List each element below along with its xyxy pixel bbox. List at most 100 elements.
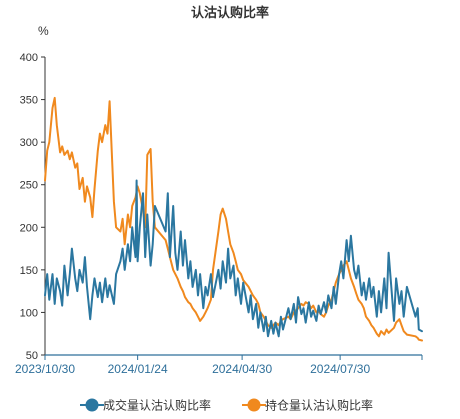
- data-point: [378, 290, 380, 292]
- data-point: [202, 316, 204, 318]
- data-point: [370, 296, 372, 298]
- legend[interactable]: 成交量认沽认购比率 持仓量认沽认购比率: [80, 398, 373, 413]
- data-point: [167, 248, 169, 250]
- data-point: [56, 277, 58, 279]
- data-point: [127, 243, 129, 245]
- data-point: [255, 299, 257, 301]
- data-point: [97, 150, 99, 152]
- data-point: [46, 150, 48, 152]
- data-point: [210, 299, 212, 301]
- data-point: [368, 277, 370, 279]
- series-line: [44, 96, 423, 342]
- data-point: [115, 226, 117, 228]
- data-point: [122, 218, 124, 220]
- data-point: [312, 310, 314, 312]
- data-point: [370, 324, 372, 326]
- data-point: [165, 230, 167, 233]
- data-point: [357, 299, 359, 301]
- data-point: [363, 307, 365, 309]
- data-point: [174, 252, 176, 254]
- data-point: [82, 177, 84, 179]
- data-point: [189, 260, 191, 262]
- data-point: [406, 334, 408, 336]
- y-tick-label: 150: [20, 265, 38, 277]
- data-point: [101, 301, 103, 303]
- data-point: [172, 205, 174, 207]
- data-point: [86, 286, 88, 288]
- data-point: [232, 265, 235, 267]
- data-point: [127, 213, 129, 216]
- data-point: [220, 213, 222, 216]
- data-point: [137, 260, 139, 262]
- data-point: [346, 260, 348, 262]
- data-point: [174, 273, 176, 275]
- data-point: [355, 293, 357, 295]
- legend-marker: [85, 398, 99, 412]
- data-point: [154, 205, 156, 207]
- data-point: [385, 307, 388, 309]
- y-axis-unit-label: %: [38, 24, 49, 38]
- data-point: [180, 230, 182, 233]
- data-point: [403, 330, 405, 332]
- data-point: [330, 307, 333, 309]
- data-point: [257, 303, 259, 305]
- series-layer: [44, 96, 423, 342]
- data-point: [302, 305, 305, 307]
- data-point: [250, 294, 252, 296]
- legend-item[interactable]: 持仓量认沽认购比率: [242, 398, 373, 413]
- data-point: [388, 252, 390, 254]
- data-point: [91, 216, 93, 218]
- data-point: [142, 192, 144, 194]
- data-point: [340, 260, 342, 262]
- data-point: [180, 286, 182, 288]
- data-point: [84, 256, 86, 258]
- data-point: [398, 318, 400, 320]
- data-point: [323, 316, 325, 318]
- data-point: [293, 303, 295, 305]
- data-point: [248, 311, 250, 313]
- x-tick-label: 2024/07/30: [310, 362, 370, 376]
- data-point: [109, 100, 111, 102]
- data-point: [61, 145, 63, 147]
- data-point: [129, 226, 131, 228]
- data-point: [250, 290, 252, 292]
- data-point: [59, 151, 61, 153]
- data-point: [139, 192, 141, 194]
- data-point: [282, 318, 284, 320]
- data-point: [272, 333, 274, 335]
- data-point: [189, 303, 191, 305]
- y-tick-label: 100: [20, 307, 38, 319]
- data-point: [350, 235, 352, 237]
- data-point: [195, 311, 197, 313]
- data-point: [192, 286, 194, 288]
- data-point: [104, 277, 106, 279]
- data-point: [59, 290, 61, 292]
- data-point: [350, 277, 352, 279]
- data-point: [167, 192, 169, 194]
- data-point: [385, 328, 388, 331]
- data-point: [270, 320, 272, 322]
- data-point: [176, 277, 179, 279]
- legend-label: 持仓量认沽认购比率: [265, 398, 373, 413]
- data-point: [195, 269, 197, 271]
- data-point: [333, 286, 335, 288]
- data-point: [222, 208, 224, 210]
- data-point: [86, 185, 88, 187]
- legend-label: 成交量认沽认购比率: [103, 398, 211, 413]
- legend-item[interactable]: 成交量认沽认购比率: [80, 398, 211, 413]
- data-point: [152, 243, 154, 245]
- data-point: [124, 243, 126, 245]
- data-point: [403, 316, 405, 318]
- data-point: [400, 290, 403, 292]
- data-point: [368, 320, 370, 322]
- data-point: [310, 316, 312, 318]
- data-point: [51, 107, 54, 109]
- data-point: [297, 296, 299, 298]
- y-tick-label: 300: [20, 137, 38, 149]
- data-point: [106, 133, 109, 135]
- data-point: [398, 303, 400, 305]
- data-point: [146, 154, 148, 156]
- data-point: [227, 248, 229, 250]
- data-point: [263, 330, 265, 332]
- data-point: [335, 282, 337, 284]
